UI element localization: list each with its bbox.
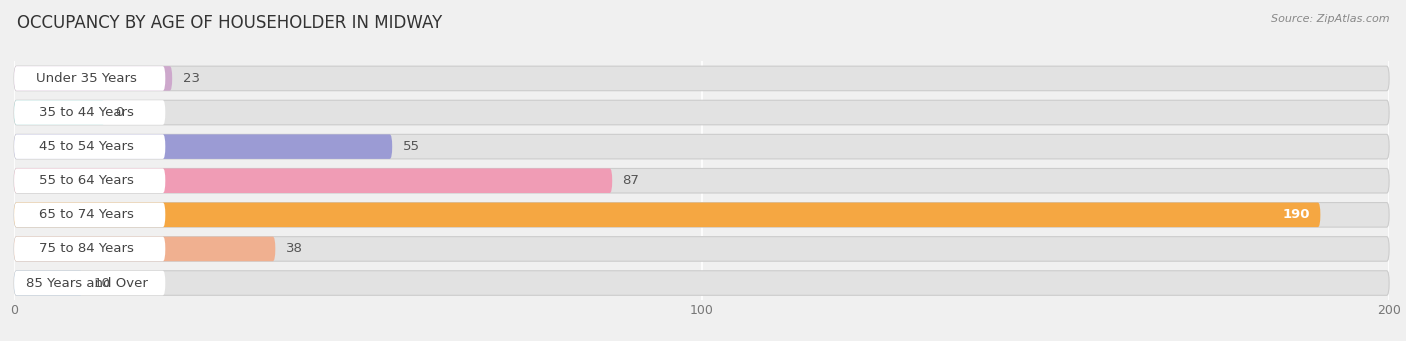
Text: 55: 55 xyxy=(402,140,419,153)
FancyBboxPatch shape xyxy=(14,237,1389,261)
FancyBboxPatch shape xyxy=(14,271,166,295)
Text: 85 Years and Over: 85 Years and Over xyxy=(25,277,148,290)
Text: 10: 10 xyxy=(93,277,110,290)
Text: 38: 38 xyxy=(285,242,302,255)
Text: OCCUPANCY BY AGE OF HOUSEHOLDER IN MIDWAY: OCCUPANCY BY AGE OF HOUSEHOLDER IN MIDWA… xyxy=(17,14,441,32)
FancyBboxPatch shape xyxy=(14,134,166,159)
FancyBboxPatch shape xyxy=(14,134,392,159)
Text: 35 to 44 Years: 35 to 44 Years xyxy=(39,106,134,119)
FancyBboxPatch shape xyxy=(14,271,83,295)
Text: 23: 23 xyxy=(183,72,200,85)
Text: 75 to 84 Years: 75 to 84 Years xyxy=(39,242,134,255)
Text: 87: 87 xyxy=(623,174,640,187)
FancyBboxPatch shape xyxy=(14,66,172,91)
FancyBboxPatch shape xyxy=(14,168,612,193)
Text: 55 to 64 Years: 55 to 64 Years xyxy=(39,174,134,187)
FancyBboxPatch shape xyxy=(14,203,1389,227)
FancyBboxPatch shape xyxy=(14,134,1389,159)
FancyBboxPatch shape xyxy=(14,237,276,261)
FancyBboxPatch shape xyxy=(14,168,1389,193)
Text: 0: 0 xyxy=(115,106,124,119)
FancyBboxPatch shape xyxy=(14,66,1389,91)
Text: 190: 190 xyxy=(1282,208,1310,221)
Text: 45 to 54 Years: 45 to 54 Years xyxy=(39,140,134,153)
FancyBboxPatch shape xyxy=(14,271,1389,295)
FancyBboxPatch shape xyxy=(14,168,166,193)
Text: Source: ZipAtlas.com: Source: ZipAtlas.com xyxy=(1271,14,1389,24)
FancyBboxPatch shape xyxy=(14,100,105,125)
Text: Under 35 Years: Under 35 Years xyxy=(37,72,138,85)
FancyBboxPatch shape xyxy=(14,66,166,91)
FancyBboxPatch shape xyxy=(14,100,166,125)
FancyBboxPatch shape xyxy=(14,203,166,227)
FancyBboxPatch shape xyxy=(14,203,1320,227)
Text: 65 to 74 Years: 65 to 74 Years xyxy=(39,208,134,221)
FancyBboxPatch shape xyxy=(14,237,166,261)
FancyBboxPatch shape xyxy=(14,100,1389,125)
